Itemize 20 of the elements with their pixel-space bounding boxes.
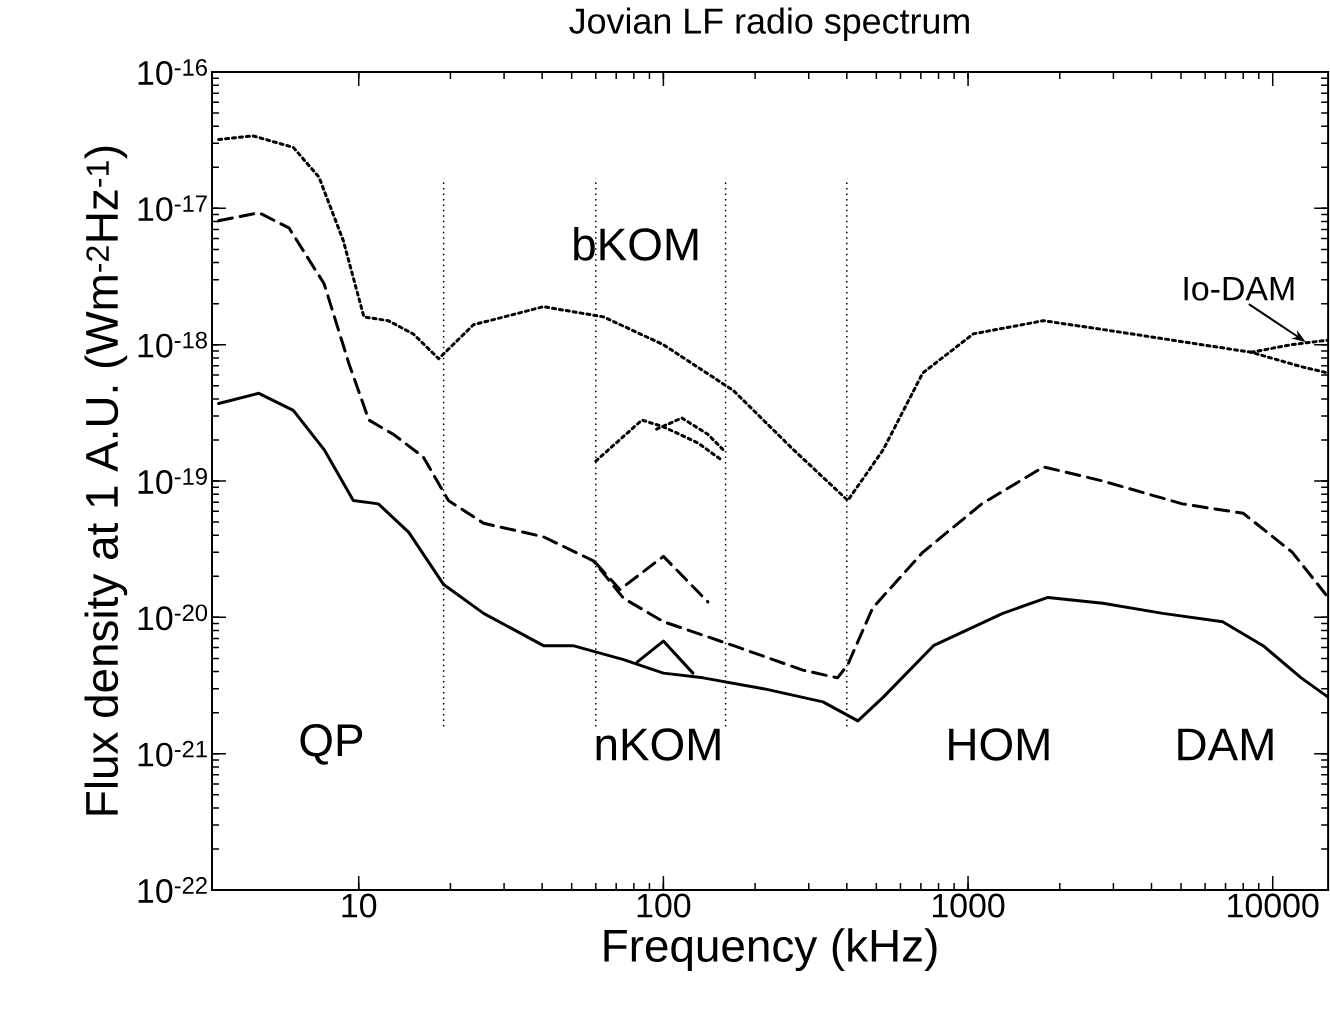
y-tick-label: 10$^{-20}$	[138, 604, 208, 631]
annotation: bKOM	[574, 226, 698, 261]
y-tick-label: 10$^{-18}$	[138, 331, 207, 358]
y-tick-label: 10$^{-17}$	[138, 195, 207, 222]
x-tick-label: 10000	[1228, 893, 1319, 918]
y-axis-title: Flux density at 1 A.U. (Wm$^{-2}$Hz$^{-1}$)	[84, 146, 128, 815]
x-tick-label: 10	[342, 893, 377, 918]
annotation: Io-DAM	[1184, 276, 1294, 301]
x-tick-label: 1000	[932, 893, 1005, 918]
chart-title: Jovian LF radio spectrum	[569, 7, 969, 41]
y-tick-label: 10$^{-22}$	[138, 877, 207, 903]
y-tick-label: 10$^{-16}$	[138, 59, 207, 85]
annotation: QP	[300, 724, 363, 765]
y-tick-label: 10$^{-19}$	[138, 468, 207, 494]
y-tick-label: 10$^{-21}$	[138, 740, 207, 767]
annotation: nKOM	[596, 728, 720, 761]
x-axis-title: Frequency (kHz)	[604, 928, 937, 972]
x-tick-label: 100	[637, 893, 691, 918]
annotation: DAM	[1178, 728, 1273, 761]
annotation: HOM	[949, 728, 1049, 761]
